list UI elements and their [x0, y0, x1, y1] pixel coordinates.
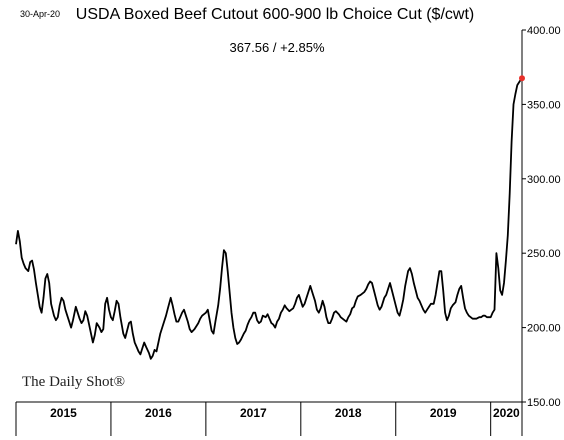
- brand-logo: The Daily Shot®: [22, 374, 125, 390]
- y-tick-label: 300.00: [527, 174, 561, 186]
- last-value-marker: [519, 75, 525, 82]
- y-axis: 150.00 200.00 250.00 300.00 350.00 400.00: [522, 25, 561, 409]
- x-tick-label: 2015: [50, 406, 77, 420]
- date-stamp: 30-Apr-20: [20, 9, 60, 19]
- x-tick-label: 2017: [240, 406, 267, 420]
- series-line: [15, 77, 523, 360]
- y-tick-label: 150.00: [527, 397, 561, 409]
- series-layer: [15, 75, 525, 360]
- y-tick-label: 400.00: [527, 25, 561, 37]
- x-tick-label: 2016: [145, 406, 172, 420]
- chart-title: USDA Boxed Beef Cutout 600-900 lb Choice…: [76, 6, 474, 23]
- plot-frame: [16, 30, 523, 403]
- y-tick-label: 350.00: [527, 99, 561, 111]
- x-axis: 2015 2016 2017 2018 2019 2020: [15, 402, 523, 436]
- y-tick-label: 250.00: [527, 248, 561, 260]
- x-tick-label: 2018: [335, 406, 362, 420]
- x-tick-label: 2019: [430, 406, 457, 420]
- chart-subtitle: 367.56 / +2.85%: [229, 40, 324, 55]
- x-tick-label: 2020: [493, 406, 520, 420]
- y-tick-label: 200.00: [527, 323, 561, 335]
